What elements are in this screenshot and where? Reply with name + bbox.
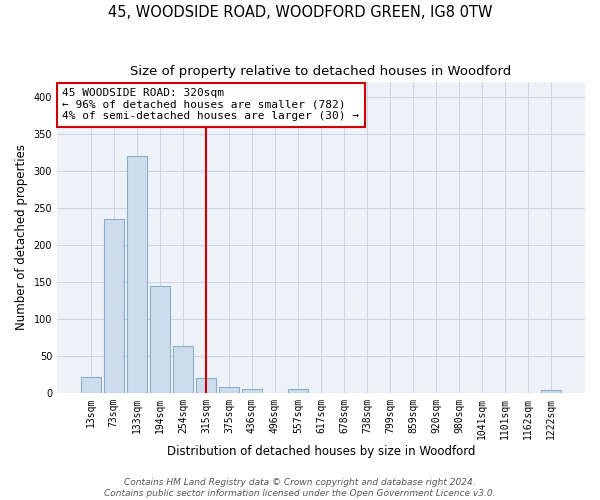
- Bar: [541, 390, 561, 393]
- Bar: [288, 390, 308, 393]
- Bar: [219, 387, 239, 393]
- Title: Size of property relative to detached houses in Woodford: Size of property relative to detached ho…: [130, 65, 512, 78]
- Bar: [150, 286, 170, 393]
- Bar: [173, 346, 193, 393]
- Bar: [104, 219, 124, 393]
- Text: 45 WOODSIDE ROAD: 320sqm
← 96% of detached houses are smaller (782)
4% of semi-d: 45 WOODSIDE ROAD: 320sqm ← 96% of detach…: [62, 88, 359, 122]
- Bar: [196, 378, 216, 393]
- Y-axis label: Number of detached properties: Number of detached properties: [15, 144, 28, 330]
- Bar: [81, 376, 101, 393]
- Bar: [242, 388, 262, 393]
- Text: Contains HM Land Registry data © Crown copyright and database right 2024.
Contai: Contains HM Land Registry data © Crown c…: [104, 478, 496, 498]
- Bar: [127, 156, 146, 393]
- Text: 45, WOODSIDE ROAD, WOODFORD GREEN, IG8 0TW: 45, WOODSIDE ROAD, WOODFORD GREEN, IG8 0…: [108, 5, 492, 20]
- X-axis label: Distribution of detached houses by size in Woodford: Distribution of detached houses by size …: [167, 444, 475, 458]
